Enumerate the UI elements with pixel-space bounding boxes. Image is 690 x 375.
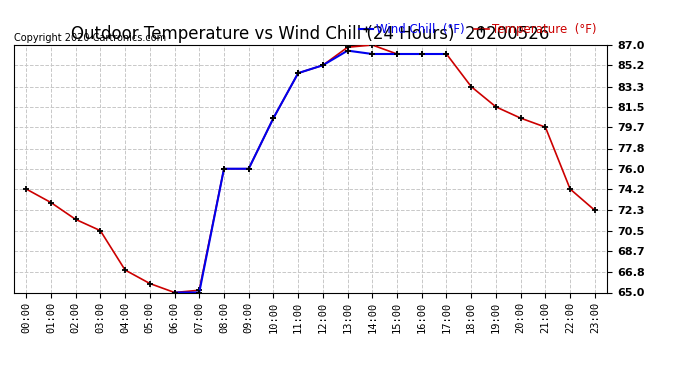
- Text: Copyright 2020 Cartronics.com: Copyright 2020 Cartronics.com: [14, 33, 166, 42]
- Title: Outdoor Temperature vs Wind Chill (24 Hours)  20200526: Outdoor Temperature vs Wind Chill (24 Ho…: [71, 26, 550, 44]
- Legend: Wind Chill  (°F), Temperature  (°F): Wind Chill (°F), Temperature (°F): [354, 19, 601, 41]
